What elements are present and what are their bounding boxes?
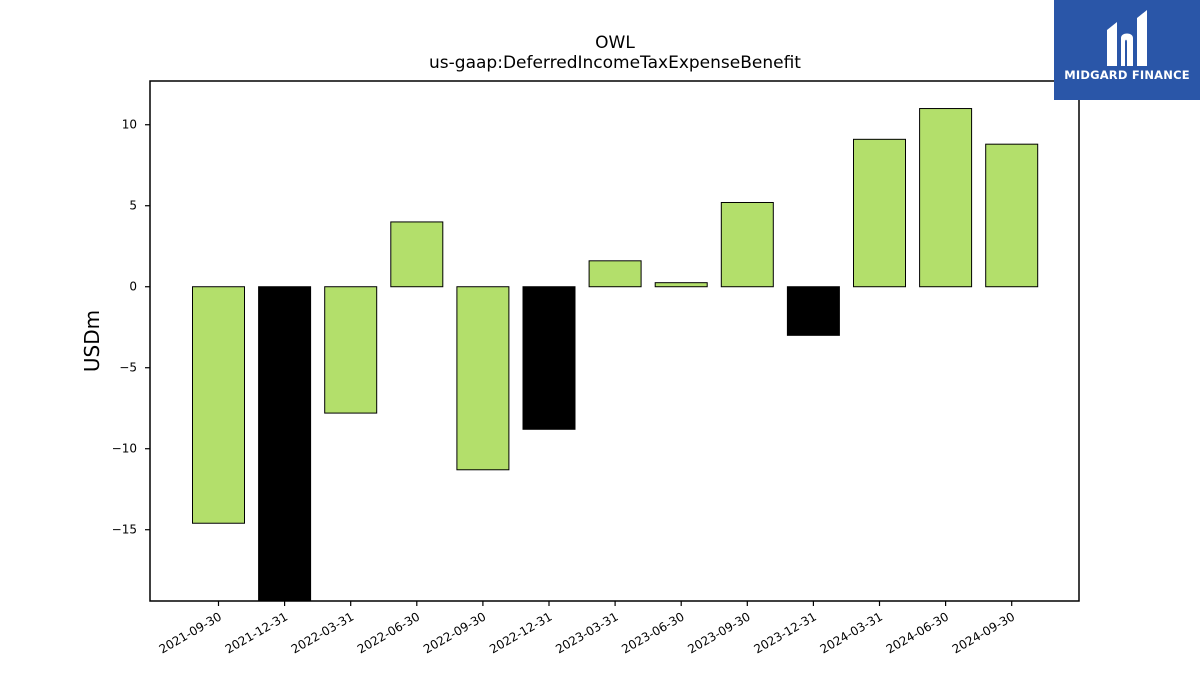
bar-2024-09-30 [985,143,1039,288]
bar-2022-06-30 [390,221,444,288]
bar-2023-12-31 [786,286,840,336]
x-tick-label: 2024-03-31 [818,609,885,656]
brand-logo: MIDGARD FINANCE [1054,0,1200,100]
plot-frame [149,80,1080,602]
x-tick-label: 2024-06-30 [884,609,951,656]
bar-2023-03-31 [588,260,642,288]
x-axis-ticks: 2021-09-302021-12-312022-03-312022-06-30… [157,601,1017,656]
bar-2023-09-30 [720,201,774,288]
x-tick-label: 2022-06-30 [355,609,422,656]
x-tick-label: 2022-09-30 [421,609,488,656]
y-axis-ticks: 10 5 0 −5 −10 −15 [112,118,150,537]
y-tick-label: 5 [129,199,137,213]
x-tick-label: 2023-09-30 [685,609,752,656]
x-tick-label: 2024-09-30 [950,609,1017,656]
x-tick-label: 2023-03-31 [553,609,620,656]
chart-title: OWL [595,33,635,53]
bar-2022-03-31 [324,286,378,414]
x-tick-label: 2023-06-30 [619,609,686,656]
bar-2024-03-31 [853,138,906,288]
y-tick-label: −15 [112,523,137,537]
bar-2023-06-30 [654,282,708,288]
bar-2021-09-30 [192,286,245,524]
y-axis-label: USDm [80,310,104,372]
bar-2022-09-30 [456,286,510,471]
chart-subtitle: us-gaap:DeferredIncomeTaxExpenseBenefit [429,53,801,73]
bars-group [192,108,1039,602]
midgard-logo-icon [1107,10,1147,66]
bar-2021-12-31 [258,286,312,602]
bar-2022-12-31 [522,286,576,430]
y-tick-label: 0 [129,280,137,294]
x-tick-label: 2021-09-30 [157,609,224,656]
bar-2024-06-30 [919,108,973,288]
logo-text: MIDGARD FINANCE [1064,68,1190,82]
y-tick-label: 10 [122,118,137,132]
x-tick-label: 2022-03-31 [289,609,356,656]
x-tick-label: 2023-12-31 [751,609,818,656]
y-tick-label: −10 [112,442,137,456]
x-tick-label: 2021-12-31 [223,609,290,656]
x-tick-label: 2022-12-31 [487,609,554,656]
y-tick-label: −5 [119,361,137,375]
